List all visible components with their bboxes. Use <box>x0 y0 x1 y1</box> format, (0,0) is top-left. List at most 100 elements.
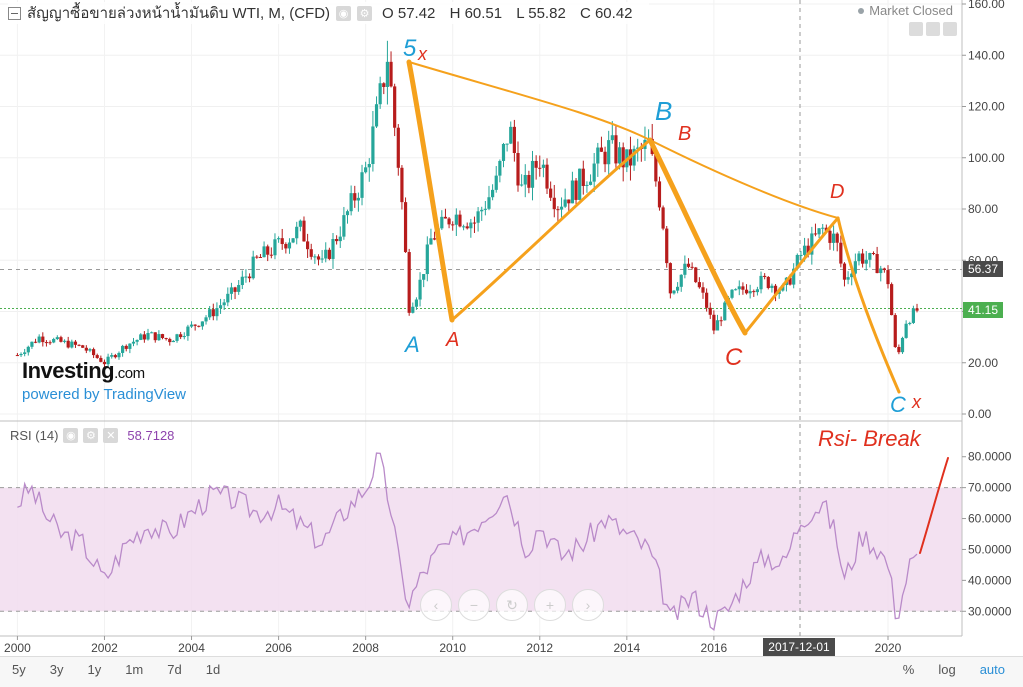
zoom-in-icon[interactable]: + <box>534 589 566 621</box>
rsi-tick-label: 40.0000 <box>968 573 1012 587</box>
candle-body <box>748 291 752 294</box>
maximize-icon[interactable] <box>909 22 923 36</box>
candle-body <box>509 126 513 144</box>
rsi-eye-icon[interactable]: ◉ <box>63 428 79 443</box>
candle-body <box>665 228 669 264</box>
candle-body <box>447 218 451 225</box>
candle-body <box>817 228 821 235</box>
range-button-3y[interactable]: 3y <box>49 662 64 677</box>
ohlc-values: O 57.42 H 60.51 L 55.82 C 60.42 <box>382 5 642 22</box>
range-button-1y[interactable]: 1y <box>87 662 102 677</box>
status-dot-icon <box>858 7 865 14</box>
candle-body <box>563 199 567 207</box>
time-tick-label: 2000 <box>4 641 31 655</box>
candle-body <box>759 275 763 290</box>
rsi-axis[interactable]: 80.0000 70.0000 60.0000 50.0000 40.0000 30.00… <box>962 450 1012 619</box>
scroll-right-icon[interactable]: › <box>572 589 604 621</box>
range-button-1m[interactable]: 1m <box>125 662 144 677</box>
candle-body <box>360 172 364 198</box>
rsi-settings-icon[interactable]: ⚙ <box>83 428 99 443</box>
candle-body <box>139 334 143 340</box>
price-axis[interactable]: 160.00140.00120.00100.0080.0060.0040.002… <box>962 0 1005 421</box>
time-badge-label: 2017-12-01 <box>768 640 830 654</box>
drawing-ab-leg[interactable] <box>450 138 652 322</box>
time-badge: 2017-12-01 <box>763 638 835 656</box>
candle-body <box>534 160 538 168</box>
candle-body <box>117 352 121 358</box>
candle-body <box>407 252 411 313</box>
candle-body <box>99 357 103 362</box>
candle-body <box>719 320 723 322</box>
candle-body <box>81 345 85 348</box>
scale-option-percent[interactable]: % <box>902 662 915 677</box>
candle-body <box>871 253 876 255</box>
drawing-dx-leg[interactable] <box>836 216 901 394</box>
candle-body <box>487 197 491 209</box>
powered-by-tradingview[interactable]: powered by TradingView <box>22 386 186 403</box>
candle-body <box>44 342 49 344</box>
rsi-line[interactable] <box>17 452 918 631</box>
candle-body <box>501 143 506 161</box>
scroll-left-icon[interactable]: ‹ <box>420 589 452 621</box>
candle-series[interactable] <box>15 40 919 367</box>
collapse-icon[interactable] <box>8 6 21 20</box>
settings-small-icon[interactable] <box>926 22 940 36</box>
drawing-xb-xd-line[interactable] <box>408 61 839 219</box>
reset-icon[interactable]: ↻ <box>496 589 528 621</box>
low-value: L 55.82 <box>516 4 566 22</box>
candle-body <box>295 226 299 239</box>
candle-body <box>897 347 901 353</box>
annotation-blue-b: B <box>655 96 672 126</box>
zoom-out-icon[interactable]: − <box>458 589 490 621</box>
candle-body <box>197 325 201 327</box>
candle-body <box>306 241 310 250</box>
market-status: Market Closed <box>858 3 953 18</box>
candle-body <box>215 308 219 317</box>
range-button-7d[interactable]: 7d <box>167 662 182 677</box>
candle-body <box>893 315 897 348</box>
candle-body <box>273 239 277 256</box>
range-button-5y[interactable]: 5y <box>12 662 26 677</box>
candle-body <box>284 244 288 249</box>
drawing-harmonic-pattern[interactable] <box>406 59 949 554</box>
candle-body <box>813 233 818 235</box>
rsi-close-icon[interactable]: ✕ <box>103 428 119 443</box>
symbol-title[interactable]: สัญญาซื้อขายล่วงหน้าน้ำมันดิบ WTI, M, (C… <box>27 5 331 22</box>
range-button-1d[interactable]: 1d <box>205 662 221 677</box>
drawing-cd-leg[interactable] <box>743 216 840 335</box>
time-tick-label: 2016 <box>701 641 728 655</box>
time-tick-label: 2008 <box>352 641 379 655</box>
price-tick-label: 100.00 <box>968 151 1005 165</box>
time-axis[interactable]: 2000 2002 2004 2006 2008 2010 2012 2014 2016 2020 <box>4 636 902 655</box>
candle-body <box>900 337 905 353</box>
candle-body <box>389 61 393 87</box>
candle-body <box>741 286 745 290</box>
candle-body <box>66 340 70 348</box>
drawing-rsi-break-line[interactable] <box>919 457 949 554</box>
scale-option-log[interactable]: log <box>938 662 956 677</box>
settings-icon[interactable]: ⚙ <box>357 5 373 21</box>
candle-body <box>41 336 45 343</box>
candle-body <box>52 339 56 343</box>
candle-body <box>908 322 912 324</box>
drawing-bc-leg-thick[interactable] <box>647 137 748 336</box>
candle-body <box>37 336 41 343</box>
time-tick-label: 2006 <box>265 641 292 655</box>
candle-body <box>766 276 770 288</box>
candle-body <box>545 164 549 189</box>
candle-body <box>890 284 894 316</box>
drawing-xa-leg-thick[interactable] <box>406 59 455 323</box>
candle-body <box>331 239 335 259</box>
candle-body <box>831 233 836 243</box>
scale-option-auto[interactable]: auto <box>979 662 1005 677</box>
rsi-label[interactable]: RSI (14) <box>10 428 59 443</box>
candle-body <box>491 189 495 198</box>
candle-body <box>763 275 767 277</box>
eye-icon[interactable]: ◉ <box>336 5 352 21</box>
annotation-blue-a: A <box>403 332 420 357</box>
candle-body <box>549 188 553 198</box>
price-tick-label: 80.00 <box>968 202 998 216</box>
close-small-icon[interactable] <box>943 22 957 36</box>
candle-body <box>480 209 484 212</box>
